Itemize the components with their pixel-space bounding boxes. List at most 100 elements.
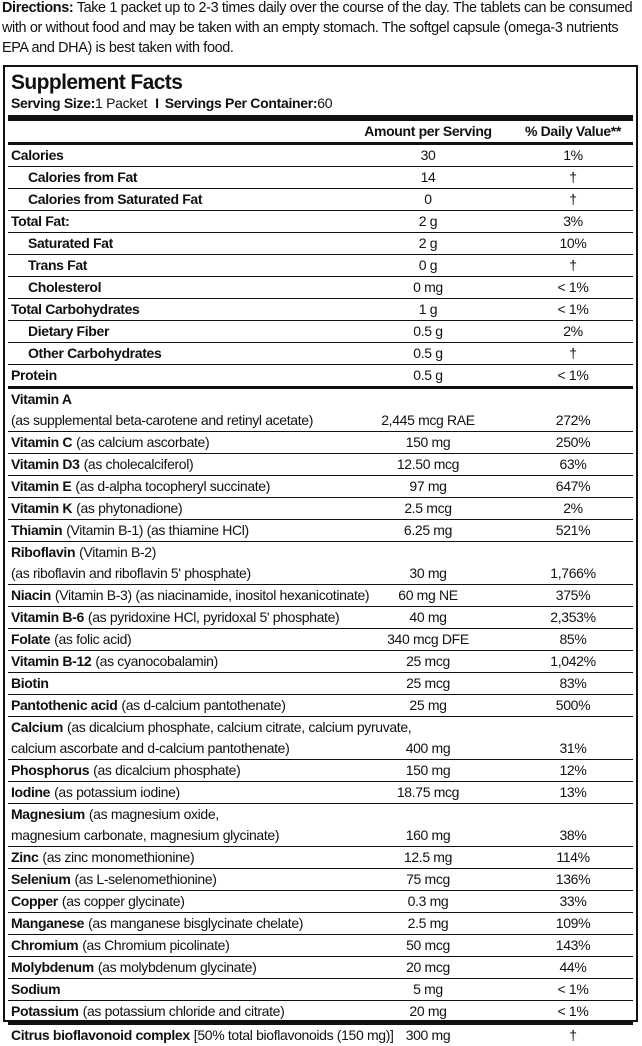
amount: 30 mg bbox=[409, 565, 447, 581]
row-line: Selenium (as L-selenomethionine) 75 mcg 136… bbox=[8, 869, 633, 890]
row-line: Protein 0.5 g < 1% bbox=[8, 365, 633, 386]
nutrient-label: Vitamin A bbox=[11, 389, 72, 410]
amount: 12.50 mcg bbox=[396, 456, 460, 472]
nutrient-label: Thiamin (Vitamin B-1) (as thiamine HCl) bbox=[11, 520, 249, 541]
nutrient-name: Niacin bbox=[11, 587, 51, 603]
nutrient-label: Molybdenum (as molybdenum glycinate) bbox=[11, 957, 257, 978]
daily-value: 272% bbox=[555, 412, 591, 428]
nutrient-label: Calcium (as dicalcium phosphate, calcium … bbox=[11, 717, 412, 738]
row-line: Calories 30 1% bbox=[8, 145, 633, 166]
nutrient-name: Citrus bioflavonoid complex bbox=[11, 1027, 190, 1043]
nutrient-label: Saturated Fat bbox=[28, 233, 113, 254]
nutrient-row: Copper (as copper glycinate) 0.3 mg 33% bbox=[8, 890, 633, 912]
nutrient-name: Zinc bbox=[11, 849, 39, 865]
nutrient-detail: (as potassium chloride and citrate) bbox=[82, 1003, 285, 1019]
nutrient-row: Total Fat: 2 g 3% bbox=[8, 210, 633, 232]
nutrient-label: Pantothenic acid (as d-calcium pantothena… bbox=[11, 695, 286, 716]
amount: 50 mcg bbox=[406, 937, 450, 953]
amount: 2.5 mg bbox=[407, 915, 449, 931]
row-line: Vitamin B-12 (as cyanocobalamin) 25 mcg 1,0… bbox=[8, 651, 633, 672]
nutrient-name: Trans Fat bbox=[28, 257, 88, 273]
row-line: Folate (as folic acid) 340 mcg DFE 85% bbox=[8, 629, 633, 650]
amount: 300 mg bbox=[405, 1027, 451, 1043]
amount: 30 bbox=[420, 147, 436, 163]
nutrient-label: Trans Fat bbox=[28, 255, 87, 276]
nutrient-name: Selenium bbox=[11, 871, 71, 887]
nutrient-label: Cholesterol bbox=[28, 277, 102, 298]
row-line: Chromium (as Chromium picolinate) 50 mcg 14… bbox=[8, 935, 633, 956]
daily-value: 647% bbox=[555, 478, 591, 494]
daily-value: < 1% bbox=[557, 981, 589, 997]
daily-value: 63% bbox=[559, 456, 587, 472]
serving-line: Serving Size:1 Packet I Servings Per Conta… bbox=[11, 95, 336, 111]
nutrient-label: Sodium bbox=[11, 979, 61, 1000]
amount: 6.25 mg bbox=[403, 522, 453, 538]
nutrient-detail: (as supplemental beta-carotene and retin… bbox=[11, 412, 314, 428]
nutrient-detail: (as d-alpha tocopheryl succinate) bbox=[75, 478, 271, 494]
nutrient-row: Calories from Fat 14 † bbox=[8, 166, 633, 188]
row-line: Copper (as copper glycinate) 0.3 mg 33% bbox=[8, 891, 633, 912]
nutrient-name: Sodium bbox=[11, 981, 61, 997]
daily-value: † bbox=[569, 345, 577, 361]
nutrient-name: Iodine bbox=[11, 784, 51, 800]
nutrient-detail: (as pyridoxine HCl, pyridoxal 5' phospha… bbox=[87, 609, 340, 625]
nutrient-row: Zinc (as zinc monomethionine) 12.5 mg 114% bbox=[8, 846, 633, 868]
daily-value: 143% bbox=[555, 937, 591, 953]
amount: 20 mcg bbox=[406, 959, 450, 975]
separator: I bbox=[155, 95, 159, 111]
nutrient-name: Potassium bbox=[11, 1003, 79, 1019]
daily-value: 10% bbox=[559, 235, 587, 251]
daily-value: † bbox=[569, 257, 577, 273]
daily-value: < 1% bbox=[557, 301, 589, 317]
amount: 1 g bbox=[418, 301, 438, 317]
amount: 60 mg NE bbox=[398, 587, 458, 603]
nutrient-row: Vitamin K (as phytonadione) 2.5 mcg 2% bbox=[8, 497, 633, 519]
nutrient-label: Selenium (as L-selenomethionine) bbox=[11, 869, 217, 890]
nutrient-label: Vitamin B-12 (as cyanocobalamin) bbox=[11, 651, 218, 672]
nutrient-label: Citrus bioflavonoid complex [50% total bi… bbox=[11, 1025, 394, 1046]
nutrient-name: Saturated Fat bbox=[28, 235, 113, 251]
amount: 0 mg bbox=[413, 279, 443, 295]
nutrient-row: Vitamin B-6 (as pyridoxine HCl, pyridoxal… bbox=[8, 606, 633, 628]
amount: 18.75 mcg bbox=[396, 784, 460, 800]
nutrient-row: Citrus bioflavonoid complex [50% total bi… bbox=[8, 1025, 633, 1046]
nutrient-detail: (as cholecalciferol) bbox=[83, 456, 194, 472]
nutrient-row: Phosphorus (as dicalcium phosphate) 150 mg… bbox=[8, 759, 633, 781]
thick-rule bbox=[8, 115, 633, 121]
nutrient-label: Biotin bbox=[11, 673, 49, 694]
nutrient-label: Folate (as folic acid) bbox=[11, 629, 132, 650]
daily-value: 500% bbox=[555, 697, 591, 713]
amount: 75 mcg bbox=[406, 871, 450, 887]
directions-text: Take 1 packet up to 2-3 times daily over… bbox=[2, 0, 633, 56]
amount: 0.5 g bbox=[413, 367, 443, 383]
row-line: Magnesium (as magnesium oxide, bbox=[8, 804, 633, 825]
daily-value: < 1% bbox=[557, 1003, 589, 1019]
daily-value: 114% bbox=[556, 849, 590, 865]
nutrient-detail: (as dicalcium phosphate) bbox=[93, 762, 241, 778]
nutrient-name: Protein bbox=[11, 367, 57, 383]
amount: 150 mg bbox=[405, 762, 451, 778]
nutrient-detail: (as zinc monomethionine) bbox=[42, 849, 195, 865]
row-line: Vitamin C (as calcium ascorbate) 150 mg 250… bbox=[8, 432, 633, 453]
nutrient-row: Trans Fat 0 g † bbox=[8, 254, 633, 276]
nutrient-label: Magnesium (as magnesium oxide, bbox=[11, 804, 219, 825]
nutrient-label: Other Carbohydrates bbox=[28, 343, 162, 364]
amount: 40 mg bbox=[409, 609, 447, 625]
daily-value: 1,766% bbox=[550, 565, 596, 581]
nutrient-name: Cholesterol bbox=[28, 279, 102, 295]
daily-value: 2% bbox=[563, 323, 583, 339]
daily-value: 85% bbox=[559, 631, 587, 647]
nutrient-name: Dietary Fiber bbox=[28, 323, 110, 339]
nutrient-detail: magnesium carbonate, magnesium glycinate… bbox=[11, 827, 280, 843]
daily-value: † bbox=[569, 191, 577, 207]
row-line: Iodine (as potassium iodine) 18.75 mcg 13% bbox=[8, 782, 633, 803]
nutrient-label: Protein bbox=[11, 365, 57, 386]
amount: 400 mg bbox=[405, 740, 451, 756]
nutrient-row: Saturated Fat 2 g 10% bbox=[8, 232, 633, 254]
nutrient-label: Potassium (as potassium chloride and citr… bbox=[11, 1001, 285, 1022]
nutrient-name: Vitamin E bbox=[11, 478, 72, 494]
nutrient-row: Dietary Fiber 0.5 g 2% bbox=[8, 320, 633, 342]
nutrient-detail: (as copper glycinate) bbox=[61, 893, 185, 909]
nutrient-row: Vitamin E (as d-alpha tocopheryl succinat… bbox=[8, 475, 633, 497]
nutrient-row: Total Carbohydrates 1 g < 1% bbox=[8, 298, 633, 320]
